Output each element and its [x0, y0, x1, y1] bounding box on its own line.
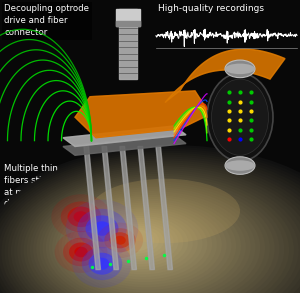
Ellipse shape: [0, 156, 300, 293]
Polygon shape: [75, 91, 210, 138]
Ellipse shape: [90, 214, 193, 272]
Polygon shape: [63, 135, 186, 155]
Ellipse shape: [61, 202, 101, 232]
Ellipse shape: [0, 145, 300, 293]
Text: High-quality recordings: High-quality recordings: [158, 4, 263, 13]
Ellipse shape: [100, 220, 178, 264]
Polygon shape: [102, 146, 119, 270]
Ellipse shape: [116, 229, 154, 251]
Polygon shape: [75, 91, 210, 138]
Polygon shape: [84, 146, 101, 270]
Ellipse shape: [104, 228, 136, 252]
Ellipse shape: [61, 197, 236, 293]
Ellipse shape: [71, 202, 222, 287]
Polygon shape: [116, 21, 140, 26]
Ellipse shape: [88, 253, 116, 275]
Ellipse shape: [55, 231, 107, 273]
Ellipse shape: [93, 221, 111, 236]
Ellipse shape: [52, 191, 250, 293]
Polygon shape: [138, 146, 154, 270]
Ellipse shape: [4, 162, 300, 293]
Ellipse shape: [65, 199, 231, 292]
Ellipse shape: [0, 151, 300, 293]
Text: Tailor-made optical
connector: Tailor-made optical connector: [167, 188, 248, 208]
Ellipse shape: [103, 222, 174, 262]
Ellipse shape: [0, 153, 300, 293]
Ellipse shape: [17, 170, 300, 293]
Ellipse shape: [72, 240, 132, 288]
Polygon shape: [156, 146, 172, 270]
Polygon shape: [84, 146, 101, 270]
Ellipse shape: [66, 200, 138, 258]
Text: Multiple thin
fibers stimulate
at multiple
depths along
silicon probe: Multiple thin fibers stimulate at multip…: [4, 164, 72, 220]
Ellipse shape: [109, 225, 164, 256]
Ellipse shape: [74, 205, 217, 285]
Text: Decoupling optrode
drive and fiber
connector: Decoupling optrode drive and fiber conne…: [4, 4, 89, 37]
Ellipse shape: [2, 160, 300, 293]
Ellipse shape: [110, 232, 130, 248]
Ellipse shape: [55, 193, 246, 293]
Ellipse shape: [8, 164, 300, 293]
Polygon shape: [116, 9, 140, 26]
Ellipse shape: [207, 73, 273, 161]
Ellipse shape: [77, 209, 127, 248]
Ellipse shape: [0, 149, 300, 293]
Ellipse shape: [11, 166, 300, 293]
Ellipse shape: [93, 216, 188, 269]
Ellipse shape: [74, 211, 88, 222]
Ellipse shape: [68, 200, 226, 290]
Ellipse shape: [39, 183, 270, 293]
Ellipse shape: [74, 247, 88, 257]
Polygon shape: [63, 126, 186, 146]
Polygon shape: [165, 49, 285, 103]
Polygon shape: [118, 9, 136, 79]
Ellipse shape: [114, 236, 126, 245]
Ellipse shape: [81, 208, 207, 280]
Ellipse shape: [68, 207, 94, 227]
Ellipse shape: [84, 210, 202, 277]
Ellipse shape: [33, 180, 280, 293]
Ellipse shape: [24, 174, 294, 293]
Ellipse shape: [43, 185, 265, 293]
Ellipse shape: [94, 258, 110, 270]
Ellipse shape: [97, 218, 183, 267]
Ellipse shape: [63, 238, 99, 266]
Ellipse shape: [225, 60, 255, 78]
Ellipse shape: [112, 227, 159, 254]
Polygon shape: [165, 49, 285, 103]
Ellipse shape: [30, 178, 284, 293]
Ellipse shape: [0, 155, 300, 293]
Ellipse shape: [69, 243, 93, 261]
Ellipse shape: [27, 176, 289, 293]
Ellipse shape: [20, 172, 299, 293]
Polygon shape: [120, 146, 136, 270]
Ellipse shape: [82, 247, 122, 280]
Polygon shape: [102, 146, 119, 270]
Ellipse shape: [212, 79, 268, 155]
Ellipse shape: [87, 212, 198, 275]
Polygon shape: [120, 146, 136, 270]
Ellipse shape: [58, 195, 241, 293]
Ellipse shape: [0, 147, 300, 293]
Ellipse shape: [97, 223, 143, 258]
Ellipse shape: [225, 64, 255, 74]
Ellipse shape: [14, 168, 300, 293]
Ellipse shape: [0, 159, 300, 293]
Polygon shape: [63, 126, 186, 146]
Ellipse shape: [90, 179, 240, 243]
Polygon shape: [156, 146, 172, 270]
Ellipse shape: [225, 157, 255, 174]
Ellipse shape: [77, 206, 212, 282]
Ellipse shape: [46, 187, 260, 293]
Ellipse shape: [225, 160, 255, 171]
Ellipse shape: [51, 194, 111, 239]
Polygon shape: [138, 146, 154, 270]
Ellipse shape: [106, 224, 169, 259]
Ellipse shape: [85, 215, 118, 242]
Ellipse shape: [49, 189, 255, 293]
Ellipse shape: [36, 181, 275, 293]
